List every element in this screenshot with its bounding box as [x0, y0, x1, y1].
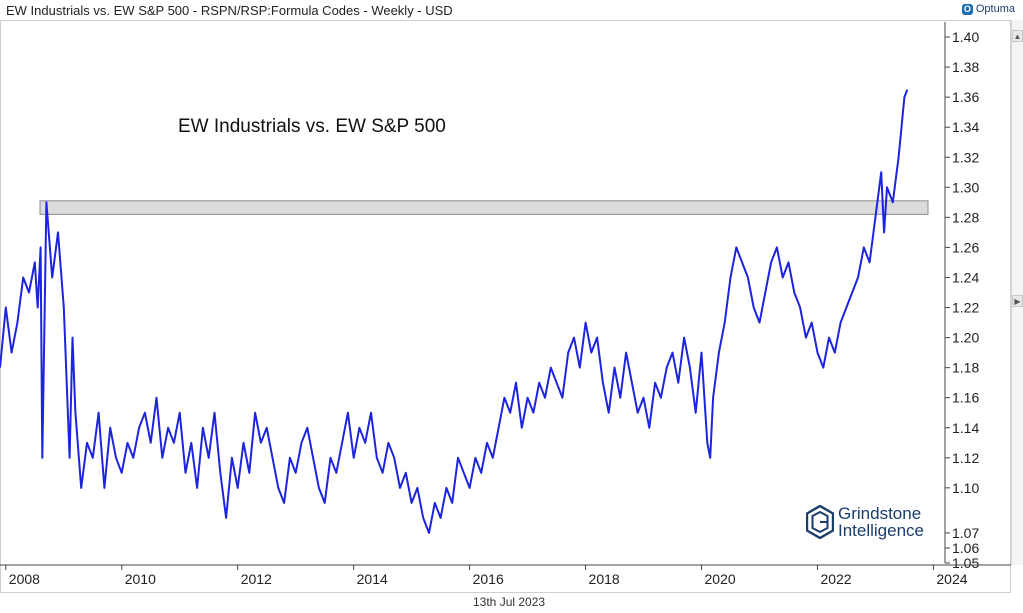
resistance-band [39, 200, 929, 215]
side-scroll-panel[interactable]: ▲ ▶ [1011, 20, 1023, 565]
y-tick-label: 1.10 [952, 480, 979, 496]
y-tick-label: 1.28 [952, 209, 979, 225]
y-tick-label: 1.16 [952, 390, 979, 406]
y-tick-label: 1.20 [952, 330, 979, 346]
x-tick-label: 2010 [125, 571, 156, 587]
y-tick-label: 1.06 [952, 540, 979, 556]
x-axis: 2008 2010 2012 2014 2016 2018 2020 2022 2024 [5, 565, 968, 587]
grindstone-watermark: Grindstone Intelligence [806, 505, 924, 539]
y-tick-label: 1.24 [952, 269, 979, 285]
scroll-right-icon[interactable]: ▶ [1012, 295, 1023, 307]
x-tick-label: 2012 [241, 571, 272, 587]
y-tick-label: 1.14 [952, 420, 979, 436]
x-tick-label: 2022 [820, 571, 851, 587]
chart-grid [0, 20, 1011, 593]
optuma-logo: O Optuma [961, 3, 1015, 15]
chart-title: EW Industrials vs. EW S&P 500 [178, 116, 446, 137]
y-tick-label: 1.26 [952, 239, 979, 255]
optuma-logo-text: Optuma [975, 3, 1015, 15]
watermark-line2: Intelligence [838, 521, 925, 540]
y-tick-label: 1.32 [952, 149, 979, 165]
x-tick-label: 2014 [357, 571, 388, 587]
chart-header-title: EW Industrials vs. EW S&P 500 - RSPN/RSP… [6, 3, 453, 18]
chart-frame [0, 20, 1011, 593]
scroll-up-icon[interactable]: ▲ [1012, 30, 1023, 42]
y-tick-label: 1.30 [952, 179, 979, 195]
y-tick-label: 1.07 [952, 525, 979, 541]
y-tick-label: 1.18 [952, 360, 979, 376]
y-tick-label: 1.22 [952, 300, 979, 316]
x-tick-label: 2016 [473, 571, 504, 587]
series-line [0, 89, 909, 534]
y-tick-label: 1.05 [952, 555, 979, 571]
y-tick-label: 1.36 [952, 89, 979, 105]
grindstone-logo-icon [806, 505, 834, 539]
optuma-logo-icon: O [961, 3, 973, 15]
y-axis: 1.40 1.38 1.36 1.34 1.32 1.30 1.28 1.26 1.24 1.22… [945, 29, 979, 571]
x-tick-label: 2018 [589, 571, 620, 587]
y-tick-label: 1.40 [952, 29, 979, 45]
x-tick-label: 2008 [9, 571, 40, 587]
x-tick-label: 2020 [705, 571, 736, 587]
watermark-line1: Grindstone [838, 504, 922, 523]
y-tick-label: 1.38 [952, 59, 979, 75]
footer-date: 13th Jul 2023 [473, 595, 545, 609]
y-tick-label: 1.34 [952, 119, 979, 135]
x-tick-label: 2024 [936, 571, 967, 587]
y-tick-label: 1.12 [952, 450, 979, 466]
